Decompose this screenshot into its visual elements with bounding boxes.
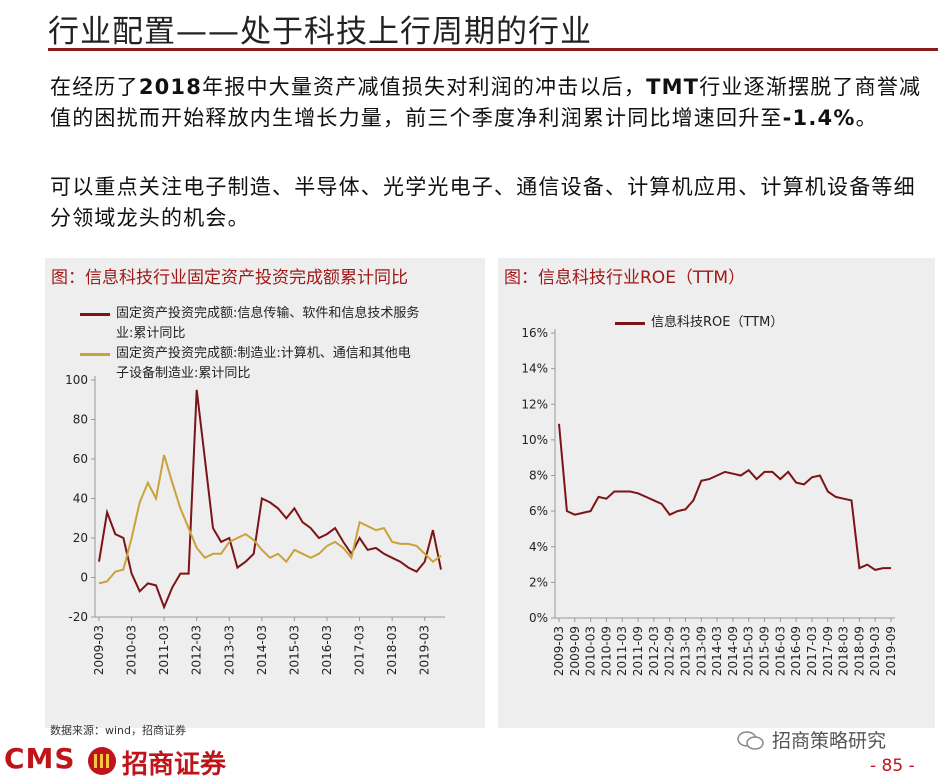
series-line (98, 454, 442, 585)
legend-label: 信息科技ROE（TTM） (651, 315, 784, 330)
y-tick-label: 0 (80, 571, 88, 585)
paragraph: 可以重点关注电子制造、半导体、光学光电子、通信设备、计算机应用、计算机设备等细分… (50, 172, 930, 234)
x-tick-label: 2009-03 (92, 625, 106, 675)
legend: 信息科技ROE（TTM） (615, 313, 855, 333)
x-tick-label: 2018-09 (852, 626, 866, 676)
x-tick-label: 2014-03 (710, 626, 724, 676)
x-tick-label: 2013-03 (678, 626, 692, 676)
text: TMT (646, 75, 700, 99)
legend-swatch (615, 322, 645, 325)
legend-item: 固定资产投资完成额:制造业:计算机、通信和其他电子设备制造业:累计同比 (80, 344, 420, 384)
x-tick-label: 2019-09 (884, 626, 898, 676)
y-tick-label: 14% (521, 362, 548, 376)
text: 2018 (138, 75, 203, 99)
y-tick-label: 20 (73, 531, 88, 545)
x-tick-label: 2019-03 (868, 626, 882, 676)
legend-swatch (80, 353, 110, 356)
x-tick-label: 2011-03 (157, 625, 171, 675)
chart: -20 0 20 40 60 80 100 2009-03 2010-03 2011-03 2012… (65, 373, 445, 675)
text: 在经历了 (50, 75, 139, 99)
x-tick-label: 2012-09 (663, 626, 677, 676)
x-tick-label: 2009-03 (552, 626, 566, 676)
x-tick-label: 2017-03 (353, 625, 367, 675)
y-tick-label: 60 (73, 452, 88, 466)
x-tick-label: 2017-09 (821, 626, 835, 676)
chart-panel: 图：信息科技行业ROE（TTM） 0% 2% 4% 6% 8% 10% 12% 14% 16% 2… (498, 258, 935, 728)
text: 。 (855, 106, 878, 130)
y-tick-label: 40 (73, 492, 88, 506)
logo-badge (88, 747, 116, 775)
legend-swatch (80, 313, 110, 316)
y-tick-label: 2% (529, 575, 548, 589)
logo-cn: 招商证券 (122, 750, 227, 780)
x-tick-label: 2010-09 (599, 626, 613, 676)
watermark: 招商策略研究 (772, 730, 887, 752)
chart-title: 图：信息科技行业固定资产投资完成额累计同比 (51, 268, 408, 288)
x-tick-label: 2016-09 (789, 626, 803, 676)
chart: 0%2%4%6%8%10%12%14%16%2009-03 2009-09 2010… (521, 326, 898, 676)
x-tick-label: 2011-09 (631, 626, 645, 676)
x-tick-label: 2018-03 (837, 626, 851, 676)
y-tick-label: 100 (65, 373, 88, 387)
y-tick-label: 16% (521, 326, 548, 340)
y-tick-label: 8% (529, 469, 548, 483)
y-tick-label: 10% (521, 433, 548, 447)
x-tick-label: 2019-03 (418, 625, 432, 675)
y-tick-label: 0% (529, 611, 548, 625)
x-tick-label: 2015-09 (758, 626, 772, 676)
text: 可以重点关注电子制造、半导体、光学光电子、通信设备、计算机应用、计算机设备等细分… (50, 175, 916, 230)
x-tick-label: 2018-03 (385, 625, 399, 675)
series-line (558, 423, 891, 571)
page-number: - 85 - (870, 756, 915, 776)
text: 行业逐渐摆脱了商誉减值的困扰而开始释放内生增长力量，前三个季度净利润累计同比增速… (50, 75, 922, 130)
page-title: 行业配置——处于科技上行周期的行业 (48, 14, 592, 50)
x-tick-label: 2012-03 (190, 625, 204, 675)
chart-title: 图：信息科技行业ROE（TTM） (504, 268, 746, 288)
legend-label: 固定资产投资完成额:制造业:计算机、通信和其他电子设备制造业:累计同比 (116, 346, 411, 381)
x-tick-label: 2015-03 (742, 626, 756, 676)
x-tick-label: 2016-03 (773, 626, 787, 676)
x-tick-label: 2009-09 (568, 626, 582, 676)
title-rule (48, 48, 938, 51)
series-line (98, 389, 442, 610)
x-tick-label: 2014-03 (255, 625, 269, 675)
logo-en: CMS (4, 742, 76, 775)
y-tick-label: 12% (521, 397, 548, 411)
chart-panel: 图：信息科技行业固定资产投资完成额累计同比 -20 0 20 40 60 80 100 200… (45, 258, 485, 728)
legend-item: 信息科技ROE（TTM） (615, 313, 855, 333)
y-tick-label: 6% (529, 504, 548, 518)
x-tick-label: 2015-03 (287, 625, 301, 675)
y-tick-label: 80 (73, 413, 88, 427)
source: 数据来源：wind，招商证券 (50, 724, 187, 737)
x-tick-label: 2014-09 (726, 626, 740, 676)
paragraph: 在经历了2018年报中大量资产减值损失对利润的冲击以后，TMT行业逐渐摆脱了商誉… (50, 72, 930, 134)
x-tick-label: 2013-03 (222, 625, 236, 675)
legend-item: 固定资产投资完成额:信息传输、软件和信息技术服务业:累计同比 (80, 304, 420, 344)
x-tick-label: 2010-03 (125, 625, 139, 675)
text: 年报中大量资产减值损失对利润的冲击以后， (202, 75, 647, 99)
x-tick-label: 2013-09 (694, 626, 708, 676)
legend-label: 固定资产投资完成额:信息传输、软件和信息技术服务业:累计同比 (116, 306, 420, 341)
y-tick-label: 4% (529, 540, 548, 554)
text: -1.4% (782, 106, 856, 130)
wechat-icon (737, 731, 764, 750)
x-tick-label: 2016-03 (320, 625, 334, 675)
y-tick-label: -20 (68, 610, 88, 624)
x-tick-label: 2011-03 (615, 626, 629, 676)
x-tick-label: 2012-03 (647, 626, 661, 676)
x-tick-label: 2010-03 (584, 626, 598, 676)
x-tick-label: 2017-03 (805, 626, 819, 676)
legend: 固定资产投资完成额:信息传输、软件和信息技术服务业:累计同比 固定资产投资完成额:… (80, 304, 420, 384)
